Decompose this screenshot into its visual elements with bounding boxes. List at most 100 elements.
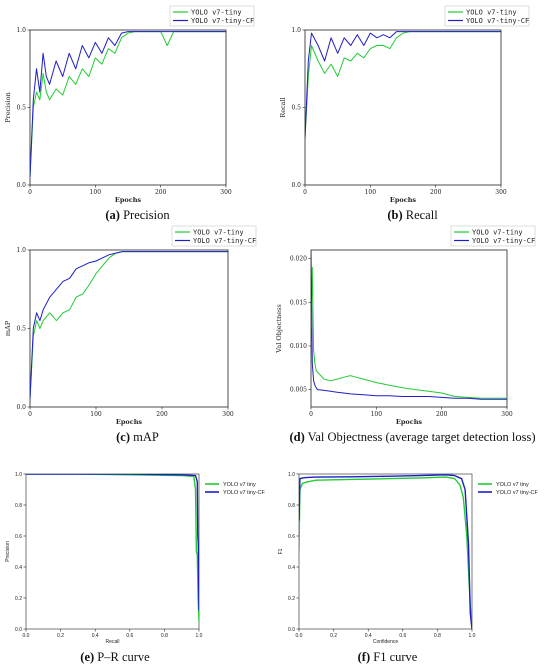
- series-line-v7-tiny: [30, 31, 226, 178]
- y-tick-label: 0.0: [16, 404, 26, 411]
- chart-map: 0 100 200 300 0.0 0.5 1.0 Epochs mAP YOLO v7-tiny…: [4, 225, 257, 426]
- caption-val-objectness: (d) Val Objectness (average target detec…: [289, 430, 536, 444]
- x-tick-label: 0.6: [126, 633, 133, 639]
- legend-label: YOLO v7 tiny-CF: [496, 490, 539, 496]
- y-tick-label: 0.010: [290, 343, 307, 350]
- chart-f1-curve: 0.0 0.2 0.4 0.6 0.8 1.0 0.0 0.2 0.4 0.6 0.8 1.0 Conf…: [278, 472, 539, 645]
- x-tick-label: 0.6: [399, 633, 406, 639]
- x-tick-label: 0.8: [161, 633, 168, 639]
- y-tick-label: 0.5: [16, 326, 26, 333]
- x-tick-label: 200: [436, 411, 448, 418]
- y-tick-label: 0.8: [288, 503, 295, 509]
- x-tick-label: 0.0: [23, 633, 30, 639]
- x-tick-label: 1.0: [196, 633, 203, 639]
- x-tick-label: 300: [222, 411, 234, 418]
- legend-box: [171, 225, 257, 247]
- x-tick-label: 300: [501, 411, 513, 418]
- y-axis-label: F1: [278, 548, 284, 554]
- legend-label: YOLO v7 tiny-CF: [223, 490, 266, 496]
- x-tick-label: 0: [303, 189, 307, 196]
- y-tick-label: 0.0: [288, 627, 295, 633]
- panel-map: 0 100 200 300 0.0 0.5 1.0 Epochs mAP YOLO v7-tiny…: [0, 225, 275, 450]
- caption-recall: (b) Recall: [387, 208, 438, 222]
- panel-recall: 0 100 200 300 0.0 0.5 1.0 Epochs Recall YOLO v7-t…: [275, 0, 550, 228]
- x-tick-label: 100: [90, 411, 102, 418]
- legend-label: YOLO v7-tiny-CF: [472, 237, 535, 245]
- chart-val-objectness: 0 100 200 300 0.005 0.010 0.015 0.020 Epochs Val …: [275, 225, 536, 426]
- legend-label: YOLO v7-tiny-CF: [466, 17, 529, 25]
- y-tick-label: 1.0: [15, 472, 22, 478]
- y-tick-label: 0.4: [288, 565, 295, 571]
- y-tick-label: 1.0: [16, 27, 26, 34]
- x-tick-label: 100: [371, 411, 383, 418]
- series-line-v7-tiny-cf: [30, 31, 226, 178]
- series-line-v7-tiny-cf: [30, 251, 228, 400]
- x-tick-label: 1.0: [469, 633, 476, 639]
- legend-label: YOLO v7-tiny-CF: [191, 17, 254, 25]
- plot-frame: [25, 473, 200, 630]
- series-line-v7-tiny-cf: [299, 474, 472, 629]
- y-tick-label: 0.0: [16, 182, 26, 189]
- y-tick-label: 0.020: [290, 256, 307, 263]
- legend-label: YOLO v7-tiny: [472, 228, 523, 236]
- plot-frame: [310, 249, 508, 408]
- caption-f1-curve: (f) F1 curve: [357, 650, 418, 664]
- legend-label: YOLO v7 tiny: [496, 482, 529, 488]
- y-tick-label: 0.6: [15, 534, 22, 540]
- y-tick-label: 1.0: [16, 247, 26, 254]
- series-line-v7-tiny-cf: [311, 250, 507, 400]
- x-tick-label: 0.2: [57, 633, 64, 639]
- x-tick-label: 0: [28, 189, 32, 196]
- plot-frame: [298, 473, 473, 630]
- caption-precision: (a) Precision: [105, 208, 170, 222]
- legend-label: YOLO v7 tiny: [223, 482, 256, 488]
- y-axis-label: mAP: [4, 320, 12, 336]
- y-tick-label: 0.8: [15, 503, 22, 509]
- legend-box: [169, 5, 255, 27]
- chart-pr-curve: 0.0 0.2 0.4 0.6 0.8 1.0 0.0 0.2 0.4 0.6 0.8 1.0 Reca…: [5, 472, 266, 645]
- x-tick-label: 0: [28, 411, 32, 418]
- y-tick-label: 1.0: [291, 27, 301, 34]
- legend-label: YOLO v7-tiny: [193, 228, 244, 236]
- x-axis-label: Epochs: [396, 418, 423, 426]
- x-tick-label: 100: [90, 189, 102, 196]
- plot-frame: [29, 29, 227, 186]
- x-tick-label: 0.4: [92, 633, 99, 639]
- panel-pr-curve: 0.0 0.2 0.4 0.6 0.8 1.0 0.0 0.2 0.4 0.6 0.8 1.0 Reca…: [0, 462, 275, 672]
- y-tick-label: 0.2: [288, 596, 295, 602]
- y-tick-label: 1.0: [288, 472, 295, 478]
- y-tick-label: 0.6: [288, 534, 295, 540]
- legend-box: [444, 5, 530, 27]
- x-tick-label: 300: [220, 189, 232, 196]
- x-axis-label: Confidence: [373, 639, 399, 645]
- legend-label: YOLO v7-tiny-CF: [193, 237, 256, 245]
- y-tick-label: 0.0: [291, 182, 301, 189]
- y-tick-label: 0.2: [15, 596, 22, 602]
- series-line-v7-tiny: [305, 31, 501, 139]
- caption-map: (c) mAP: [116, 430, 159, 444]
- x-tick-label: 0: [309, 411, 313, 418]
- plot-frame: [304, 29, 502, 186]
- x-axis-label: Epochs: [115, 196, 142, 204]
- x-tick-label: 200: [155, 189, 167, 196]
- x-tick-label: 0.8: [434, 633, 441, 639]
- caption-pr-curve: (e) P–R curve: [80, 650, 150, 664]
- series-line-v7-tiny-cf: [305, 31, 501, 139]
- y-tick-label: 0.4: [15, 565, 22, 571]
- y-tick-label: 0.5: [16, 105, 26, 112]
- x-axis-label: Epochs: [390, 196, 417, 204]
- series-line-v7-tiny: [299, 476, 472, 629]
- x-tick-label: 100: [365, 189, 377, 196]
- series-line-v7-tiny-cf: [26, 474, 199, 611]
- x-tick-label: 200: [430, 189, 442, 196]
- panel-f1-curve: 0.0 0.2 0.4 0.6 0.8 1.0 0.0 0.2 0.4 0.6 0.8 1.0 Conf…: [275, 462, 550, 672]
- legend-label: YOLO v7-tiny: [191, 8, 242, 16]
- legend-box: [450, 225, 536, 247]
- x-tick-label: 200: [156, 411, 168, 418]
- y-tick-label: 0.0: [15, 627, 22, 633]
- y-axis-label: Val Objectness: [275, 304, 283, 353]
- y-tick-label: 0.005: [290, 387, 307, 394]
- x-tick-label: 0.4: [365, 633, 372, 639]
- y-tick-label: 0.5: [291, 105, 301, 112]
- panel-precision: 0 100 200 300 0.0 0.5 1.0 Epochs Precision YOLO v…: [0, 0, 275, 228]
